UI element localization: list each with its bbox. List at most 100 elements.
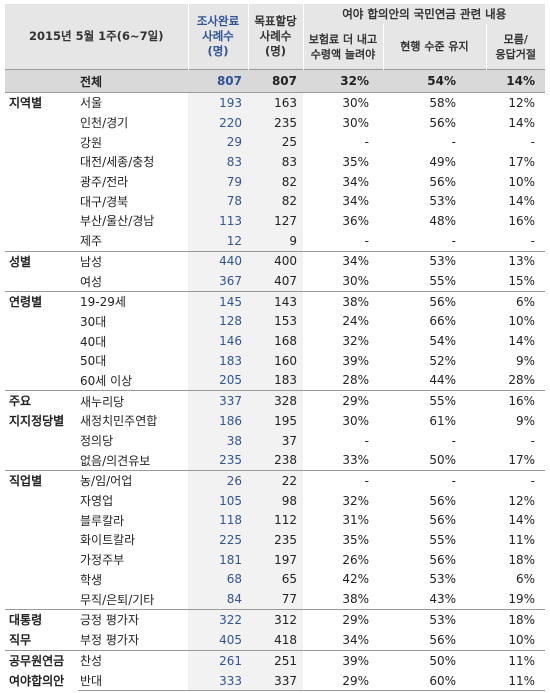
table-row: 50대 183 160 39% 52% 9% <box>5 350 545 371</box>
target-count: 312 <box>248 608 303 630</box>
target-count: 183 <box>248 370 303 391</box>
unknown-pct: 13% <box>486 250 546 272</box>
target-count: 153 <box>248 311 303 332</box>
unknown-pct: 16% <box>486 390 546 411</box>
table-row: 직업별 농/임/어업 26 22- - - <box>5 470 546 610</box>
table-row: 부산/울산/경남 113 127 36% 48% 16% <box>5 211 545 231</box>
target-count: 9 <box>248 230 303 251</box>
keep-pct: 56% <box>383 290 486 312</box>
survey-count: 193 <box>188 91 248 113</box>
survey-count: 186 <box>188 411 248 431</box>
raise-pct: 30% <box>342 274 369 289</box>
group-label: 공무원연금 여야합의안 <box>5 649 78 691</box>
unknown-pct: 17% <box>508 154 536 169</box>
row-label: 광주/전라 <box>80 175 129 190</box>
group-label: 주요 지지정당별 <box>5 390 78 471</box>
table-row: 여성 367 407 30% 55% 15% <box>5 271 545 292</box>
keep-pct: 44% <box>429 373 456 388</box>
group-label: 직업별 <box>5 470 78 610</box>
unknown-pct: 6% <box>486 290 546 312</box>
row-label: 여성 <box>80 274 103 289</box>
table-row: 40대 146 168 32% 54% 14% <box>5 331 545 351</box>
keep-pct: - <box>451 233 456 248</box>
survey-count: 367 <box>188 271 248 292</box>
keep-pct: 43% <box>429 592 456 607</box>
unknown-pct: 16% <box>508 213 536 228</box>
keep-pct: 56% <box>429 632 456 647</box>
row-label: 가정주부 <box>80 553 125 568</box>
keep-pct: 50% <box>429 453 456 468</box>
target-count: 65 <box>248 569 303 590</box>
row-label: 남성 <box>78 250 188 272</box>
row-label: 40대 <box>80 334 107 349</box>
table-title: 2015년 5월 1주(6~7일) <box>5 4 189 70</box>
survey-count: 29 <box>188 132 248 153</box>
raise-pct: 34% <box>342 174 369 189</box>
keep-pct: 56% <box>429 115 456 130</box>
keep-pct: 53% <box>429 572 456 587</box>
unknown-pct: - <box>530 433 536 448</box>
target-count: 25 <box>248 132 303 153</box>
table-row: 강원 29 25 - - - <box>5 132 545 153</box>
table-row: 30대 128 153 24% 66% 10% <box>5 311 545 332</box>
target-count: 197 <box>248 549 303 570</box>
target-count: 127 <box>248 211 303 231</box>
table-row: 60세 이상 205 183 28% 44% 28% <box>5 370 545 391</box>
unknown-pct: 17% <box>508 453 536 468</box>
keep-pct: - <box>451 433 456 448</box>
table-row: 지역별 서울 193 163 30% 58% 12% <box>5 91 546 251</box>
target-count: 112 <box>248 510 303 531</box>
table-row: 주요 지지정당별 새누리당 337 328 29% 55% 16% <box>5 390 546 471</box>
unknown-pct: 12% <box>486 91 546 113</box>
raise-pct: - <box>303 470 383 491</box>
row-label: 19-29세 <box>78 290 188 312</box>
group-label: 지역별 <box>5 92 78 251</box>
raise-pct: 39% <box>303 649 383 671</box>
survey-count: 220 <box>188 112 248 133</box>
unknown-pct: 10% <box>508 174 536 189</box>
raise-pct: 24% <box>342 314 369 329</box>
raise-pct: 38% <box>342 592 369 607</box>
row-label: 제주 <box>80 234 103 249</box>
raise-pct: 26% <box>342 552 369 567</box>
unknown-pct: - <box>530 233 536 248</box>
table-row: 대전/세종/충청 83 83 35% 49% 17% <box>5 152 545 172</box>
keep-pct: - <box>451 135 456 150</box>
row-label: 반대 <box>78 670 188 692</box>
keep-pct: 53% <box>383 608 486 630</box>
unknown-pct: 14% <box>508 115 536 130</box>
row-label: 대구/경북 <box>80 194 129 209</box>
table-row: 새정치민주연합 186 195 30% 61% 9% <box>5 411 545 431</box>
total-raise-pct: 32% <box>303 69 383 93</box>
target-count: 235 <box>248 530 303 550</box>
survey-count: 225 <box>188 530 248 550</box>
survey-count: 105 <box>188 490 248 511</box>
group-label: 연령별 <box>5 290 78 391</box>
keep-pct: 52% <box>429 353 456 368</box>
table-row: 없음/의견유보 235 238 33% 50% 17% <box>5 450 545 471</box>
survey-count: 145 <box>188 290 248 312</box>
raise-pct: 30% <box>342 115 369 130</box>
keep-pct: 50% <box>383 649 486 671</box>
raise-pct: 29% <box>303 670 383 692</box>
unknown-pct: 28% <box>508 373 536 388</box>
survey-count: 183 <box>188 350 248 371</box>
survey-count: 440 <box>188 250 248 272</box>
option-keep-header: 현행 수준 유지 <box>383 24 487 70</box>
survey-count: 84 <box>188 589 248 610</box>
table-row: 화이트칼라 225 235 35% 55% 11% <box>5 530 545 550</box>
target-count: 82 <box>248 191 303 212</box>
unknown-pct: 18% <box>486 608 546 630</box>
target-count: 251 <box>248 649 303 671</box>
keep-pct: 54% <box>429 334 456 349</box>
keep-pct: 61% <box>429 413 456 428</box>
row-label: 인천/경기 <box>80 116 129 131</box>
keep-pct: 55% <box>429 532 456 547</box>
keep-pct: 49% <box>429 154 456 169</box>
raise-pct: 29% <box>303 608 383 630</box>
survey-count: 12 <box>188 230 248 251</box>
target-count: 418 <box>248 629 303 651</box>
keep-pct: 66% <box>429 314 456 329</box>
survey-count: 118 <box>188 510 248 531</box>
raise-pct: 28% <box>342 373 369 388</box>
